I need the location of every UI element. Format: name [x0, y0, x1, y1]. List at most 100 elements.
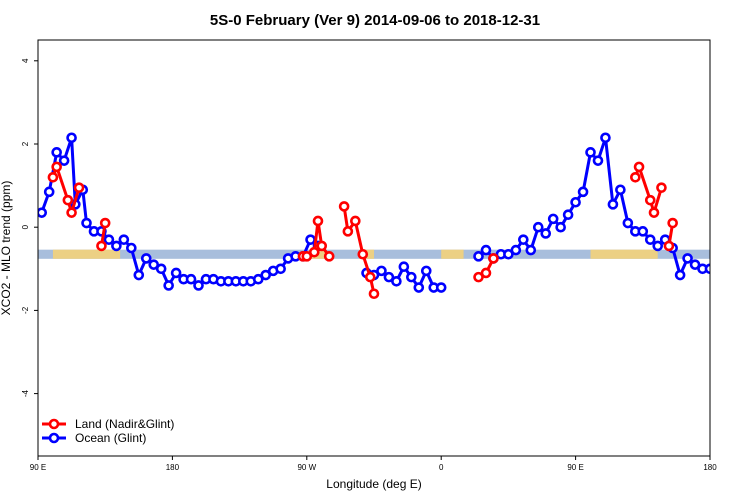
chart-title: 5S-0 February (Ver 9) 2014-09-06 to 2018… [210, 12, 540, 29]
data-point-ocean-glint [615, 184, 626, 196]
data-point-ocean-glint [406, 271, 417, 283]
data-point-ocean-glint [193, 280, 204, 291]
data-point-land-nadir-glint [73, 182, 85, 193]
data-point-land-nadir-glint [357, 248, 369, 260]
data-point-ocean-glint [140, 253, 152, 264]
data-point-ocean-glint [510, 244, 522, 256]
y-tick-label: 0 [21, 224, 30, 229]
data-point-ocean-glint [185, 273, 197, 285]
data-point-ocean-glint [383, 271, 395, 283]
data-point-ocean-glint [155, 263, 167, 275]
data-point-ocean-glint [66, 132, 77, 144]
y-axis: -4 -2 0 2 4 [21, 58, 38, 397]
data-point-ocean-glint [420, 265, 432, 277]
data-point-ocean-glint [562, 209, 574, 221]
data-point-land-nadir-glint [47, 171, 59, 183]
data-point-ocean-glint [592, 155, 604, 166]
data-point-ocean-glint [682, 253, 693, 264]
data-point-ocean-glint [704, 263, 710, 275]
series-line-ocean-glint [40, 136, 319, 287]
data-point-ocean-glint [118, 234, 130, 245]
data-point-ocean-glint [540, 228, 552, 239]
plot-frame [37, 39, 711, 457]
data-point-ocean-glint [376, 265, 387, 277]
data-point-ocean-glint [607, 199, 619, 210]
data-point-ocean-glint [148, 259, 160, 270]
data-point-land-nadir-glint [656, 182, 667, 193]
data-point-land-nadir-glint [99, 217, 111, 229]
data-point-land-nadir-glint [630, 171, 641, 183]
data-point-ocean-glint [133, 269, 145, 281]
x-axis: 90 E 180 90 W 0 90 E 180 [30, 456, 717, 472]
data-point-ocean-glint [503, 248, 514, 260]
data-point-ocean-glint [163, 280, 174, 291]
series-layer [38, 132, 710, 300]
legend: Land (Nadir&Glint)Ocean (Glint) [42, 417, 174, 445]
data-point-ocean-glint [547, 213, 559, 225]
data-point-ocean-glint [391, 275, 402, 287]
data-point-ocean-glint [600, 132, 611, 144]
data-point-land-nadir-glint [66, 207, 77, 218]
data-point-ocean-glint [570, 196, 581, 208]
data-point-ocean-glint [103, 234, 115, 245]
data-point-land-nadir-glint [51, 161, 62, 173]
data-point-ocean-glint [525, 244, 537, 256]
x-tick-label: 180 [703, 463, 717, 472]
data-point-ocean-glint [435, 282, 447, 293]
legend-label: Ocean (Glint) [75, 431, 146, 445]
land-band-segment [590, 249, 658, 259]
data-point-ocean-glint [38, 207, 48, 218]
data-point-land-nadir-glint [644, 194, 656, 206]
data-point-land-nadir-glint [633, 161, 645, 173]
data-point-ocean-glint [480, 244, 492, 256]
data-point-ocean-glint [43, 186, 55, 198]
data-point-ocean-glint [644, 234, 656, 245]
legend-marker [48, 432, 60, 444]
data-point-land-nadir-glint [488, 253, 499, 264]
data-point-ocean-glint [413, 282, 425, 293]
data-point-land-nadir-glint [663, 240, 675, 252]
data-point-ocean-glint [126, 242, 137, 254]
data-point-land-nadir-glint [316, 240, 328, 252]
data-point-land-nadir-glint [312, 215, 324, 227]
data-point-ocean-glint [260, 269, 272, 281]
data-point-ocean-glint [473, 251, 484, 262]
x-tick-label: 180 [166, 463, 180, 472]
data-point-ocean-glint [585, 147, 596, 158]
x-tick-label: 90 E [30, 463, 46, 472]
y-tick-label: -2 [21, 306, 30, 314]
data-point-land-nadir-glint [473, 271, 484, 283]
data-point-ocean-glint [252, 273, 264, 285]
x-tick-label: 90 E [567, 463, 583, 472]
data-point-ocean-glint [81, 217, 92, 229]
y-tick-label: 4 [21, 58, 30, 63]
data-point-land-nadir-glint [323, 251, 335, 262]
data-point-land-nadir-glint [96, 240, 107, 252]
data-point-ocean-glint [305, 234, 316, 245]
land-band-segment [52, 249, 121, 259]
data-point-land-nadir-glint [364, 271, 376, 283]
data-point-ocean-glint [622, 217, 634, 229]
data-point-land-nadir-glint [350, 215, 361, 227]
data-point-ocean-glint [170, 267, 182, 279]
data-point-land-nadir-glint [301, 251, 313, 262]
data-point-land-nadir-glint [480, 267, 492, 279]
data-point-land-nadir-glint [338, 201, 350, 212]
data-point-land-nadir-glint [667, 217, 678, 229]
legend-label: Land (Nadir&Glint) [75, 417, 174, 431]
data-point-ocean-glint [689, 259, 701, 270]
legend-marker [48, 418, 60, 430]
y-axis-label: XCO2 - MLO trend (ppm) [0, 181, 13, 316]
data-point-land-nadir-glint [308, 246, 320, 258]
data-point-land-nadir-glint [342, 226, 354, 237]
data-point-ocean-glint [674, 269, 686, 281]
land-band-segment [441, 249, 464, 259]
data-point-land-nadir-glint [648, 207, 660, 218]
data-point-ocean-glint [58, 155, 70, 166]
data-point-ocean-glint [652, 240, 664, 252]
data-point-ocean-glint [275, 263, 286, 275]
y-tick-label: 2 [21, 141, 30, 146]
y-tick-label: -4 [21, 389, 30, 397]
data-point-ocean-glint [398, 261, 410, 273]
